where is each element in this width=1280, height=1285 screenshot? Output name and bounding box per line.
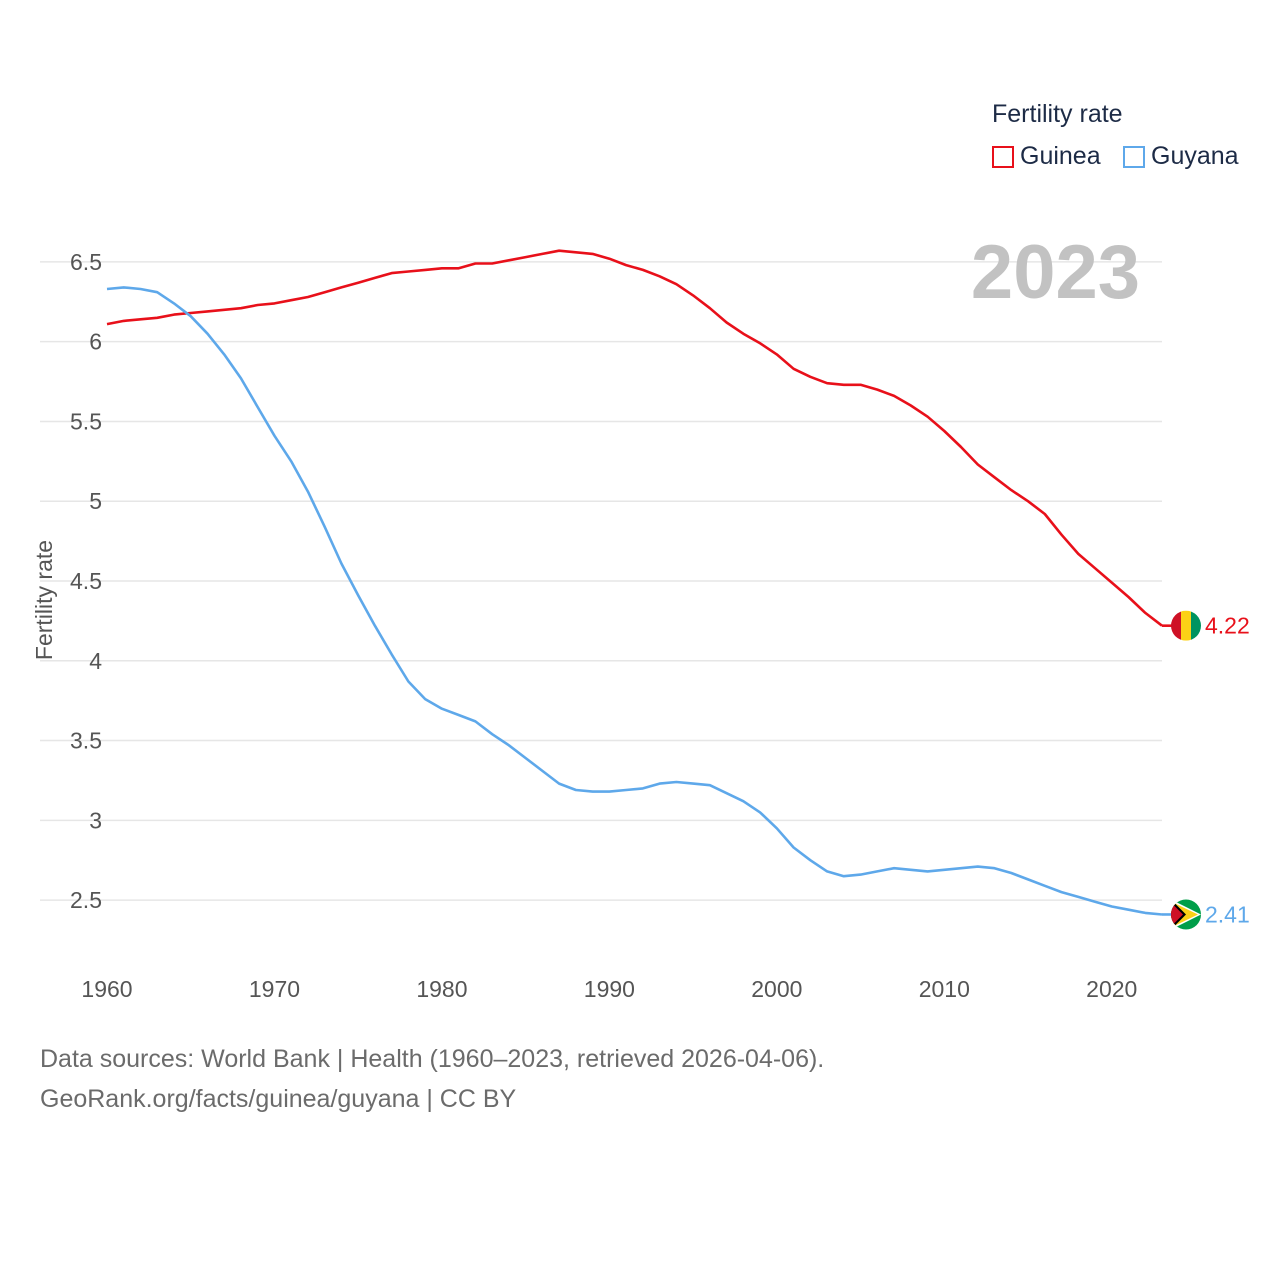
x-tick-label: 1990 [584,976,635,1002]
flag-stripe-yellow [1181,610,1191,641]
x-tick-label: 2000 [751,976,802,1002]
legend-label-guinea: Guinea [1020,142,1101,170]
flag-icon-guyana [1171,899,1201,930]
y-tick-label: 3.5 [70,728,102,754]
flag-stripe-red [1171,610,1181,641]
y-tick-label: 5 [89,488,102,514]
flag-icon-guinea [1171,610,1201,641]
y-tick-label: 4.5 [70,568,102,594]
y-tick-label: 5.5 [70,408,102,434]
series-line-guinea [106,249,1163,627]
y-tick-label: 6 [89,329,102,355]
legend-swatch-guyana [1123,145,1145,168]
y-tick-label: 3 [89,807,102,833]
legend-swatch-guinea [992,145,1014,168]
legend-item-guinea[interactable]: Guinea [992,142,1101,171]
footer-sources: Data sources: World Bank | Health (1960–… [40,1045,825,1073]
x-tick-label: 2010 [919,976,970,1002]
y-tick-label: 6.5 [70,249,102,275]
end-value-label-guinea: 4.22 [1205,613,1250,639]
flag-stripe-green [1191,610,1201,641]
end-value-label-guyana: 2.41 [1205,901,1250,927]
x-tick-label: 1970 [249,976,300,1002]
legend-item-guyana[interactable]: Guyana [1123,142,1239,171]
legend-label-guyana: Guyana [1151,142,1239,170]
flag-triangle-red [1171,902,1183,927]
legend-title: Fertility rate [992,100,1123,128]
x-tick-label: 1960 [81,976,132,1002]
x-tick-label: 2020 [1086,976,1137,1002]
y-tick-label: 4 [89,648,102,674]
footer-link[interactable]: GeoRank.org/facts/guinea/guyana | CC BY [40,1085,517,1113]
y-axis-label: Fertility rate [31,540,57,660]
y-tick-label: 2.5 [70,887,102,913]
year-watermark: 2023 [971,230,1140,315]
series-line-guyana [106,286,1163,916]
x-tick-label: 1980 [416,976,467,1002]
